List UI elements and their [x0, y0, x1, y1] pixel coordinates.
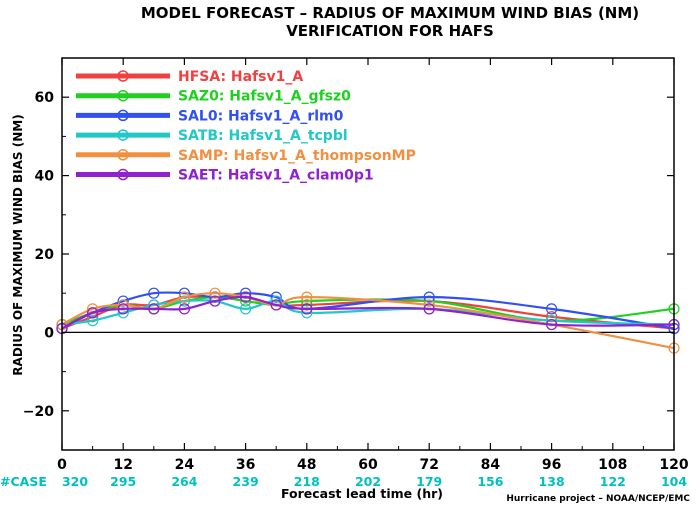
case-count-60: 202: [355, 474, 381, 489]
y-tick-label-20: 20: [35, 247, 55, 263]
y-tick-label-40: 40: [35, 169, 55, 185]
x-axis-label: Forecast lead time (hr): [281, 486, 443, 501]
data-point-s6-4: [148, 303, 160, 315]
legend-marker-1: [117, 70, 129, 82]
x-tick-label-60: 60: [358, 457, 378, 473]
legend-marker-6: [117, 168, 129, 181]
data-point-s6-3: [117, 303, 129, 315]
data-point-s5-6: [209, 287, 221, 299]
data-point-s6-6: [209, 295, 221, 307]
data-point-s6-9: [301, 303, 313, 315]
data-point-s4-7: [240, 303, 252, 315]
case-count-84: 156: [477, 474, 503, 489]
data-point-s5-9: [301, 291, 313, 303]
case-count-24: 264: [171, 474, 197, 489]
y-tick-label-60: 60: [35, 90, 55, 106]
y-tick-label-0: 0: [44, 325, 54, 341]
x-tick-label-72: 72: [419, 457, 438, 473]
data-point-s3-4: [148, 287, 160, 299]
legend: HFSA: Hafsv1_A SAZ0: Hafsv1_A_gfsz0 SAL0: …: [76, 69, 416, 184]
x-tick-label-0: 0: [57, 457, 67, 473]
legend-marker-4: [117, 129, 129, 141]
case-count-36: 239: [233, 474, 259, 489]
data-point-s3-10: [423, 291, 435, 303]
axes: 0 12 24 36 48 60 72 84 96 108 120 −20 0 20 40 60 #CASE 32…: [0, 57, 689, 489]
y-tick-label--20: −20: [23, 404, 54, 420]
case-count-0: 320: [62, 474, 88, 489]
data-point-s5-5: [178, 291, 190, 303]
data-point-s3-11: [545, 303, 558, 315]
series-line-6: [61, 295, 675, 330]
case-count-48: 218: [294, 474, 320, 489]
x-tick-label-12: 12: [113, 457, 132, 473]
legend-marker-3: [117, 109, 129, 122]
legend-label-2: SAZ0: Hafsv1_A_gfsz0: [178, 89, 351, 105]
x-tick-label-24: 24: [175, 457, 195, 473]
data-point-s6-11: [545, 318, 558, 331]
plot-background: [62, 58, 674, 450]
case-count-108: 122: [600, 474, 626, 489]
y-axis-label: RADIUS OF MAXIMUM WIND BIAS (NM): [11, 114, 25, 375]
legend-label-3: SAL0: Hafsv1_A_rlm0: [178, 108, 344, 124]
case-count-96: 138: [539, 474, 565, 489]
x-tick-label-48: 48: [297, 457, 316, 473]
data-point-s6-8: [270, 299, 282, 311]
legend-label-5: SAMP: Hafsv1_A_thompsonMP: [178, 148, 416, 164]
legend-label-6: SAET: Hafsv1_A_clam0p1: [178, 168, 374, 184]
credit-text: Hurricane project – NOAA/NCEP/EMC: [506, 494, 690, 504]
data-point-s6-2: [86, 307, 99, 319]
case-count-72: 179: [416, 474, 442, 489]
case-label: #CASE: [0, 474, 47, 489]
case-count-12: 295: [110, 474, 136, 489]
data-point-s6-5: [178, 303, 190, 315]
x-tick-label-120: 120: [659, 457, 688, 473]
data-point-s4-2: [86, 315, 99, 327]
chart-title: MODEL FORECAST – RADIUS OF MAXIMUM WIND …: [141, 4, 639, 22]
x-tick-label-84: 84: [481, 457, 501, 473]
x-tick-label-108: 108: [598, 457, 627, 473]
chart-subtitle: VERIFICATION FOR HAFS: [286, 22, 494, 40]
legend-marker-2: [117, 89, 129, 102]
x-tick-label-96: 96: [542, 457, 561, 473]
case-count-120: 104: [661, 474, 687, 489]
data-point-s6-10: [423, 303, 435, 315]
data-point-s6-7: [240, 291, 252, 303]
legend-label-1: HFSA: Hafsv1_A: [178, 69, 303, 85]
legend-label-4: SATB: Hafsv1_A_tcpbl: [178, 128, 348, 144]
series-line-3: [61, 291, 675, 330]
x-tick-label-36: 36: [236, 457, 255, 473]
legend-marker-5: [117, 149, 129, 161]
plot-area: [62, 58, 674, 450]
